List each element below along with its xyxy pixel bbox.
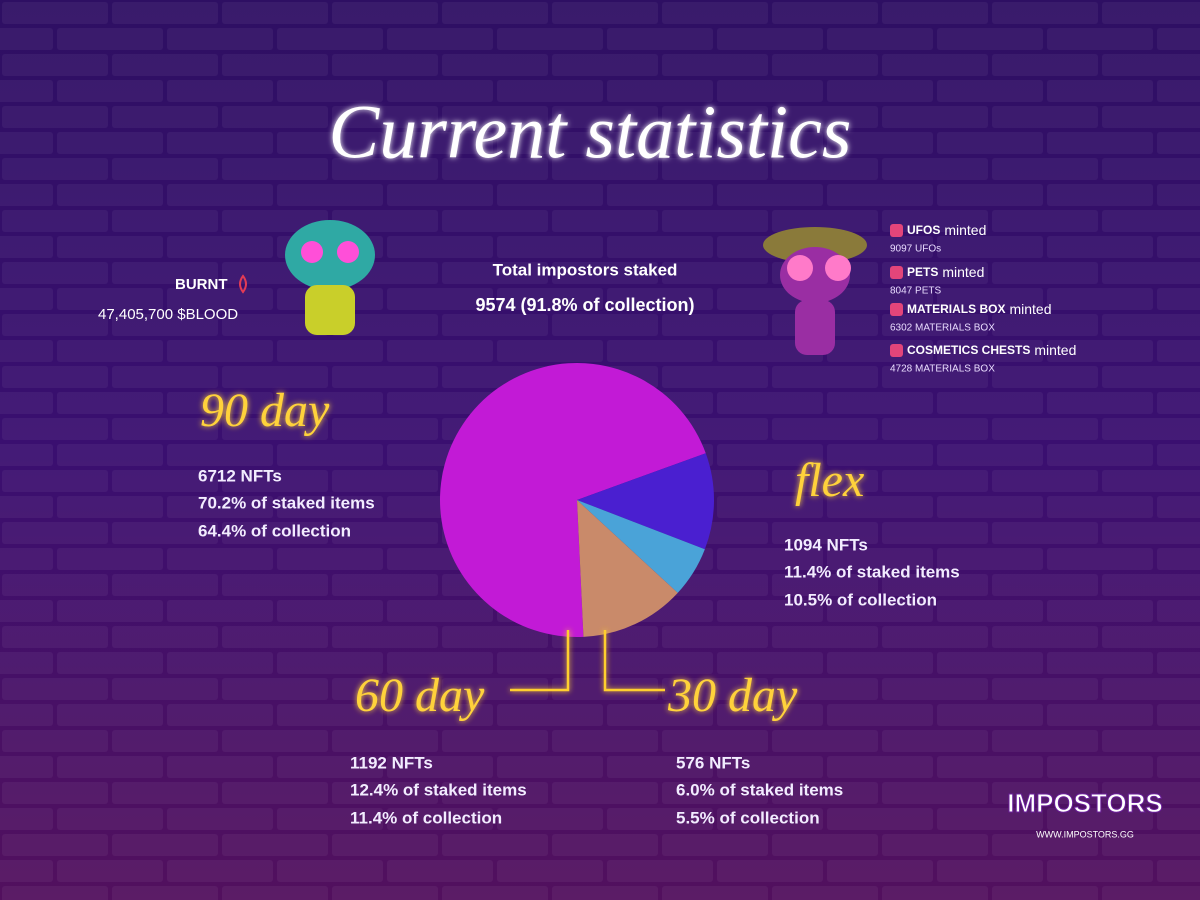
minted-name: COSMETICS CHESTS [907, 343, 1030, 357]
total-value: 9574 (91.8% of collection) [475, 295, 694, 315]
slice-name: flex [795, 454, 864, 507]
minted-detail: 9097 UFOs [890, 244, 941, 255]
collection-share: 10.5% of collection [784, 590, 937, 609]
minted-title: UFOS minted [907, 222, 986, 238]
pie-slice [577, 453, 714, 550]
chart-title: Current statistics [329, 90, 852, 174]
pie-chart [440, 362, 714, 637]
url: WWW.IMPOSTORS.GG [1036, 829, 1134, 839]
collection-share: 11.4% of collection [350, 808, 502, 827]
minted-name: MATERIALS BOX [907, 302, 1005, 316]
collection-share: 64.4% of collection [198, 521, 351, 540]
total-label: Total impostors staked [493, 260, 678, 279]
minted-suffix: minted [1034, 342, 1076, 358]
minted-icon [890, 224, 903, 237]
staked-share: 70.2% of staked items [198, 493, 375, 512]
pie-slice [577, 500, 705, 593]
staked-share: 11.4% of staked items [784, 562, 960, 581]
burnt-label: BURNT [175, 276, 228, 293]
minted-suffix: minted [1009, 301, 1051, 317]
minted-icon [890, 266, 903, 279]
leader-line [603, 630, 665, 692]
minted-icon [890, 303, 903, 316]
nft-count: 1192 NFTs [350, 753, 433, 772]
collection-share: 5.5% of collection [676, 808, 820, 827]
staked-share: 6.0% of staked items [676, 780, 843, 799]
minted-detail: 8047 PETS [890, 286, 941, 297]
nft-count: 1094 NFTs [784, 535, 868, 554]
minted-title: COSMETICS CHESTS minted [907, 342, 1076, 358]
minted-name: UFOS [907, 223, 940, 237]
slice-name: 90 day [200, 384, 330, 437]
minted-suffix: minted [944, 222, 986, 238]
character-right [763, 227, 867, 355]
leader-line [510, 630, 570, 692]
staked-share: 12.4% of staked items [350, 780, 527, 799]
pie-slice [440, 362, 706, 637]
minted-title: MATERIALS BOX minted [907, 301, 1051, 317]
minted-title: PETS minted [907, 264, 984, 280]
minted-icon [890, 344, 903, 357]
nft-count: 576 NFTs [676, 753, 750, 772]
minted-detail: 6302 MATERIALS BOX [890, 323, 995, 334]
nft-count: 6712 NFTs [198, 466, 282, 485]
slice-name: 60 day [355, 669, 485, 722]
logo: IMPOSTORS [1007, 788, 1163, 818]
minted-detail: 4728 MATERIALS BOX [890, 364, 995, 375]
slice-name: 30 day [667, 669, 798, 722]
minted-suffix: minted [942, 264, 984, 280]
minted-name: PETS [907, 265, 938, 279]
burnt-value: 47,405,700 $BLOOD [98, 306, 238, 323]
pie-slice [577, 500, 678, 637]
blood-icon [239, 274, 247, 294]
character-left [285, 220, 375, 335]
